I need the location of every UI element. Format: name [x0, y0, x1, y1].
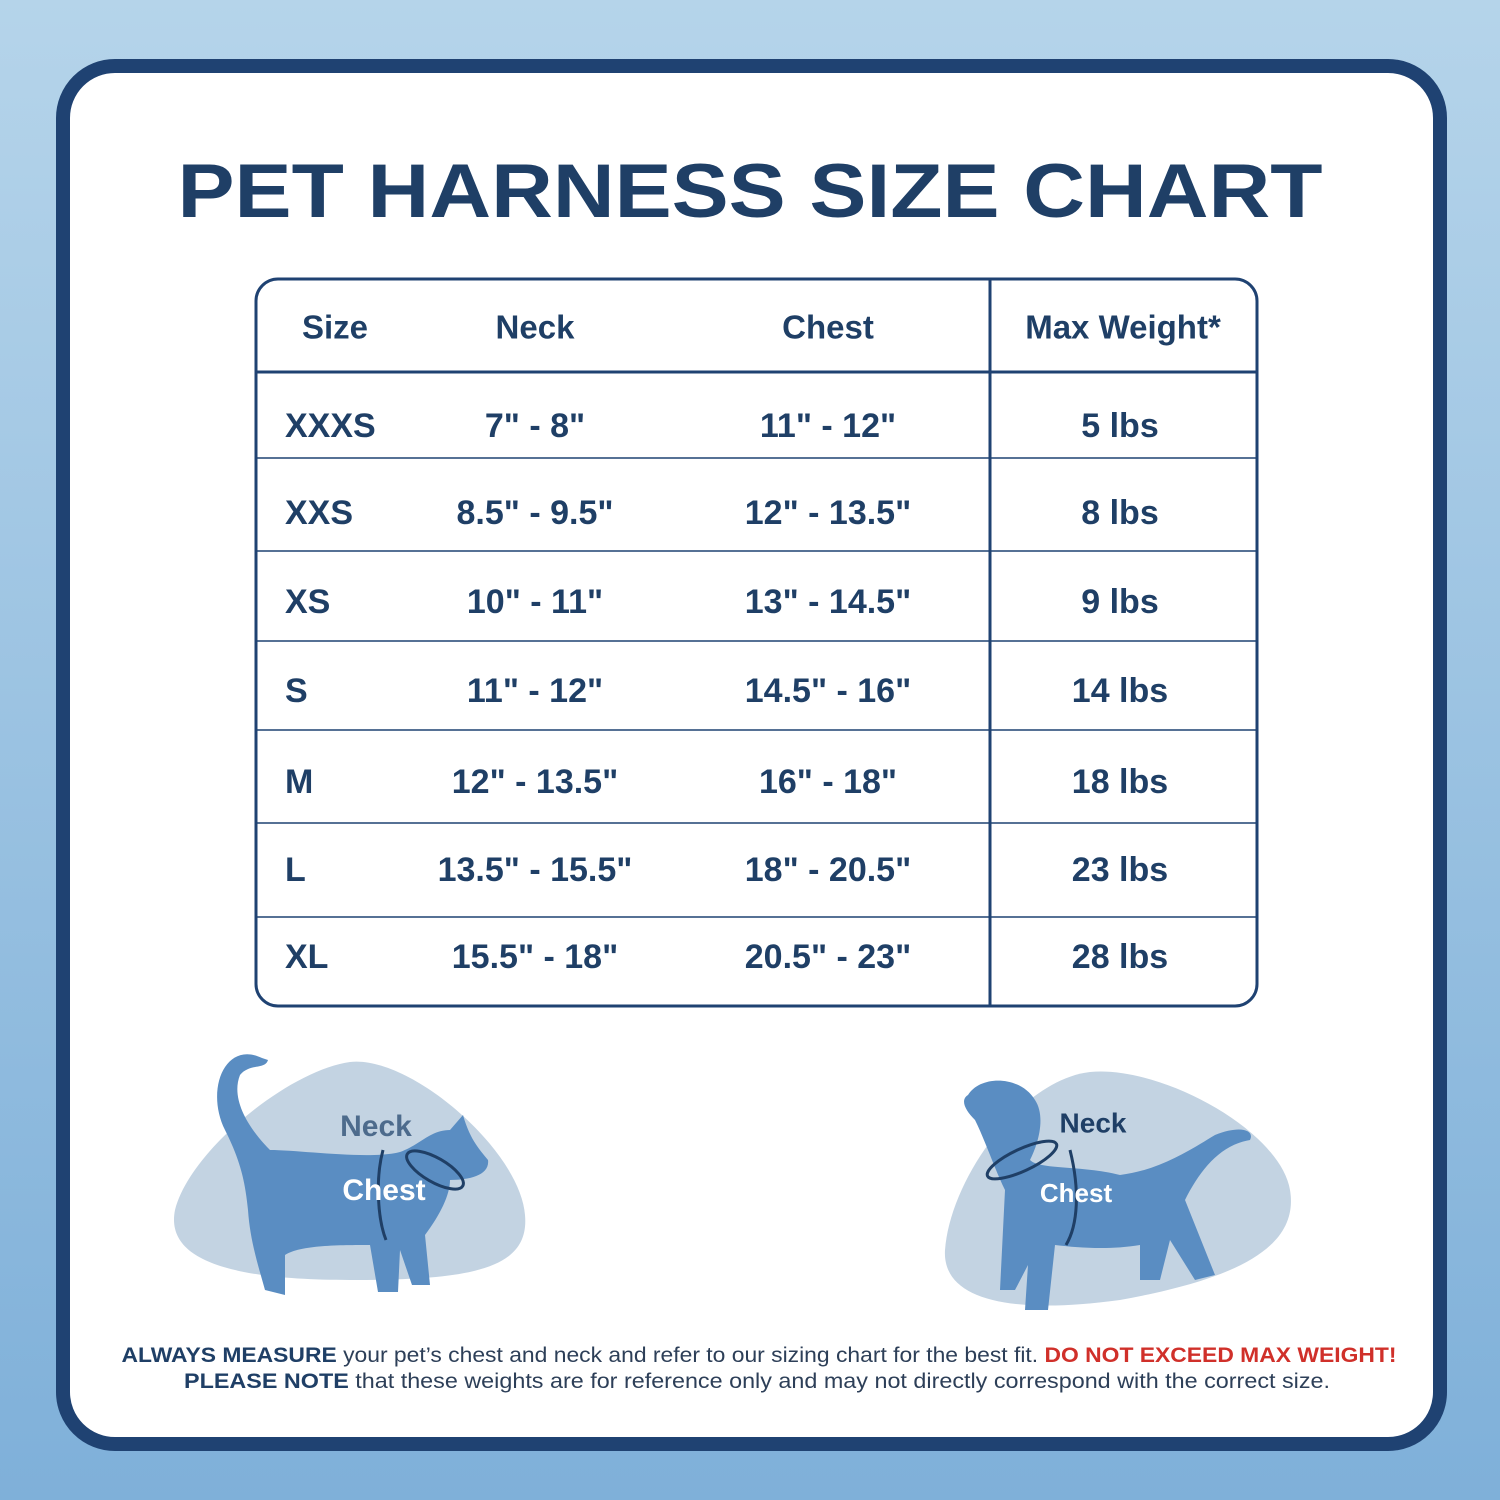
table-cell: 13.5" - 15.5"	[438, 851, 633, 889]
table-cell: 14 lbs	[1072, 672, 1168, 710]
size-cell: S	[285, 672, 308, 710]
dog-neck-label: Neck	[1060, 1107, 1127, 1138]
cat-neck-label: Neck	[340, 1110, 412, 1143]
footer-text: your pet’s chest and neck and refer to o…	[337, 1344, 1045, 1367]
dog-chest-label: Chest	[1040, 1178, 1113, 1208]
title: PET HARNESS SIZE CHART	[178, 149, 1323, 234]
footer-emphasis: PLEASE NOTE	[184, 1370, 349, 1393]
cat-neck-line	[405, 1149, 465, 1191]
footer-line-1: ALWAYS MEASURE your pet’s chest and neck…	[122, 1344, 1397, 1367]
footer-text: that these weights are for reference onl…	[349, 1370, 1330, 1393]
cat-silhouette	[217, 1054, 489, 1295]
footer-line-2: PLEASE NOTE that these weights are for r…	[184, 1370, 1330, 1393]
table-cell: 20.5" - 23"	[745, 938, 911, 976]
table-cell: 18" - 20.5"	[745, 851, 911, 889]
size-cell: XS	[285, 583, 330, 621]
table-cell: 28 lbs	[1072, 938, 1168, 976]
table-cell: 15.5" - 18"	[452, 938, 618, 976]
table-cell: 8 lbs	[1081, 494, 1158, 532]
table-cell: 5 lbs	[1081, 407, 1158, 445]
table-cell: 11" - 12"	[467, 672, 603, 710]
size-cell: M	[285, 763, 313, 801]
table-cell: 23 lbs	[1072, 851, 1168, 889]
table-cell: 11" - 12"	[760, 407, 896, 445]
header-cell: Neck	[496, 309, 576, 346]
table-cell: 16" - 18"	[759, 763, 897, 801]
dog-chest-line	[1064, 1149, 1078, 1246]
table-cell: 13" - 14.5"	[745, 583, 911, 621]
table-cell: 12" - 13.5"	[745, 494, 911, 532]
header-cell: Chest	[782, 309, 874, 346]
table-cell: 14.5" - 16"	[745, 672, 911, 710]
size-cell: XXXS	[285, 407, 376, 445]
footer-warning: DO NOT EXCEED MAX WEIGHT!	[1044, 1344, 1396, 1367]
size-table: Size Neck Chest Max Weight* XXXS 7" - 8" 11" -…	[254, 277, 1259, 1008]
table-cell: 18 lbs	[1072, 763, 1168, 801]
header-cell: Size	[302, 309, 368, 346]
table-border	[254, 277, 1259, 1008]
table-cell: 9 lbs	[1081, 583, 1158, 621]
table-cell: 12" - 13.5"	[452, 763, 618, 801]
cat-illustration: Neck Chest	[173, 1054, 526, 1295]
table-cell: 8.5" - 9.5"	[457, 494, 614, 532]
dog-illustration: Neck Chest	[944, 1071, 1291, 1310]
header-cell: Max Weight*	[1025, 309, 1221, 346]
cat-chest-label: Chest	[342, 1174, 425, 1207]
table-cell: 10" - 11"	[467, 583, 603, 621]
cat-chest-line	[376, 1149, 388, 1241]
table-cell: 7" - 8"	[485, 407, 585, 445]
size-cell: XL	[285, 938, 328, 976]
size-cell: XXS	[285, 494, 353, 532]
footer-emphasis: ALWAYS MEASURE	[122, 1344, 337, 1367]
size-cell: L	[285, 851, 306, 889]
dog-silhouette	[964, 1080, 1251, 1310]
dog-neck-line	[985, 1139, 1059, 1181]
